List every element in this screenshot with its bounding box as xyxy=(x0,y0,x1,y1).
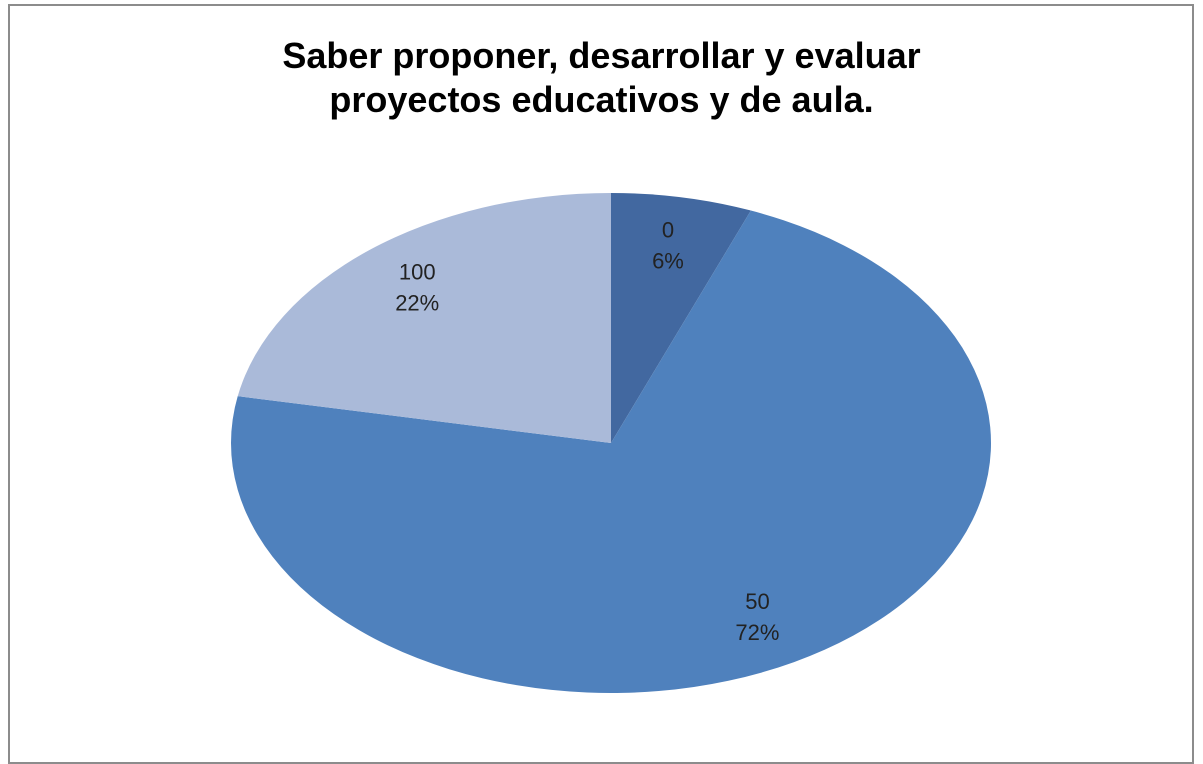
pie-slice xyxy=(611,193,751,443)
slice-category-label: 0 xyxy=(662,217,674,242)
slice-value-label: 6% xyxy=(652,248,684,273)
slice-category-label: 100 xyxy=(399,260,436,285)
slice-value-label: 72% xyxy=(735,620,779,645)
slice-category-label: 50 xyxy=(745,589,769,614)
slice-value-label: 22% xyxy=(395,291,439,316)
pie-slice xyxy=(231,210,992,693)
chart-title: Saber proponer, desarrollar y evaluar pr… xyxy=(282,35,921,120)
pie-slice xyxy=(237,193,612,443)
